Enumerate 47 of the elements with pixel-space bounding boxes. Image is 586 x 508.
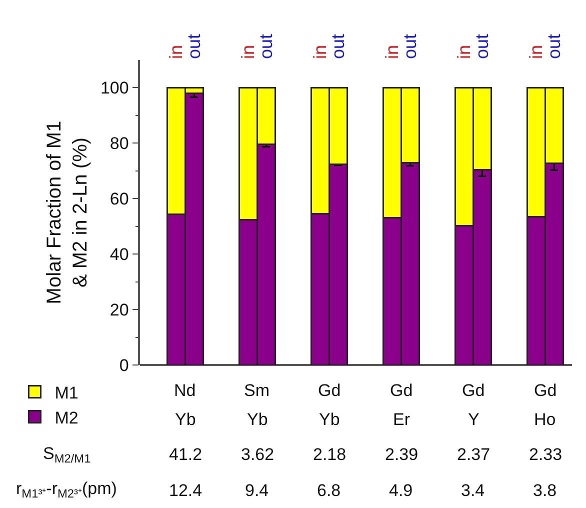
text: 12.4 [169, 481, 202, 500]
text: 2.39 [385, 445, 418, 464]
text: 3.8 [533, 481, 557, 500]
y-tick-label: 100 [100, 78, 129, 98]
y-tick-label: 20 [110, 300, 129, 320]
y-tick-label: 0 [119, 356, 129, 375]
text: 9.4 [245, 481, 269, 500]
text: Er [393, 410, 410, 429]
text: 6.8 [317, 481, 341, 500]
text: 4.9 [389, 481, 413, 500]
text: Sm [244, 381, 270, 400]
text: Y [468, 410, 480, 429]
x-tick-label: in [310, 44, 330, 59]
text: Gd [390, 381, 413, 400]
text: Gd [462, 381, 485, 400]
x-tick-label: in [238, 44, 258, 59]
legend-label: M1 [54, 383, 78, 402]
y-tick-label: 60 [110, 190, 129, 209]
text: r$_{M1³⁺}$-r$_{M2³⁺}$(pm) [16, 479, 117, 501]
text: Yb [247, 410, 268, 429]
text: Yb [175, 410, 196, 429]
x-tick-label: out [400, 34, 420, 59]
text: 2.33 [529, 445, 562, 464]
text: S$_{M2/M1}$ [43, 444, 92, 466]
y-tick-label: 40 [110, 245, 129, 264]
text: Nd [174, 381, 196, 400]
x-tick-label: in [382, 44, 402, 59]
text: 3.4 [461, 481, 485, 500]
x-tick-label: out [184, 34, 204, 59]
text: 2.18 [313, 445, 346, 464]
x-tick-label: in [526, 44, 546, 59]
legend-label: M2 [54, 408, 78, 428]
x-tick-label: out [472, 34, 492, 59]
x-tick-label: out [256, 34, 276, 59]
text: Ho [534, 410, 556, 429]
text: 41.2 [169, 445, 202, 464]
x-tick-label: in [454, 44, 474, 59]
y-axis-title: Molar Fraction of M1 & M2 in 2-Ln (%) [43, 120, 92, 304]
text: 3.62 [241, 445, 274, 464]
text: Gd [318, 381, 341, 400]
text: 2.37 [457, 445, 490, 464]
x-tick-label: out [544, 34, 564, 59]
text: Yb [319, 410, 340, 429]
text: Gd [534, 381, 557, 400]
x-tick-label: in [166, 44, 186, 59]
y-tick-label: 80 [110, 134, 129, 154]
x-tick-label: out [328, 34, 348, 59]
